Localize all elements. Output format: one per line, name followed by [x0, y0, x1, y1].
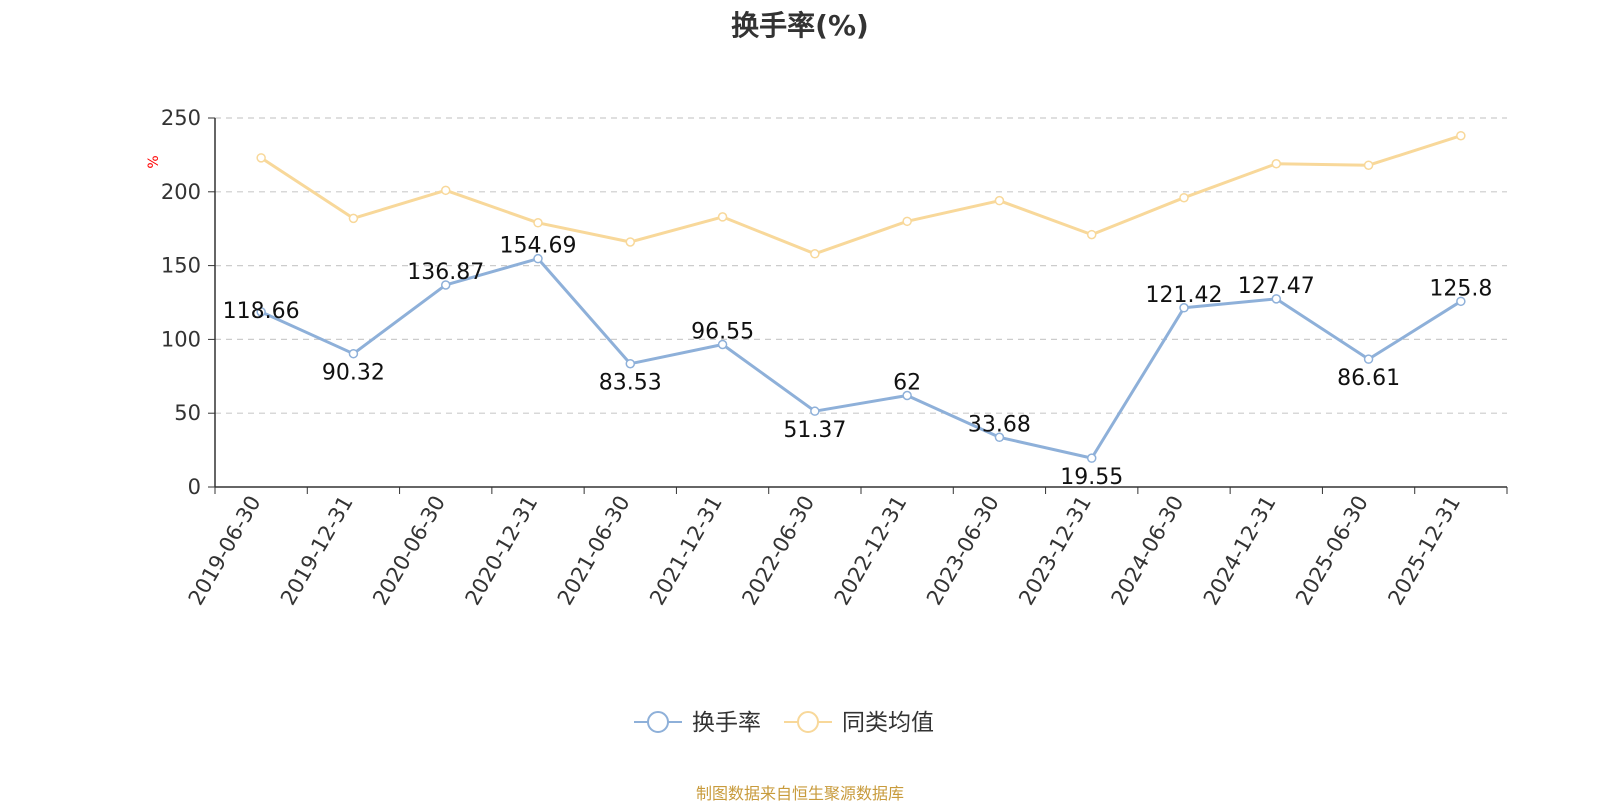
legend-label: 同类均值 [842, 710, 934, 736]
data-label: 86.61 [1337, 366, 1400, 391]
data-point [348, 348, 359, 359]
y-tick-label: 150 [161, 254, 201, 278]
data-point [256, 153, 266, 163]
x-tick-label: 2024-12-31 [1199, 492, 1281, 610]
data-label: 62 [893, 370, 921, 395]
data-point [994, 195, 1005, 206]
x-tick-label: 2021-06-30 [553, 492, 635, 610]
y-tick-label: 250 [161, 106, 201, 130]
data-label: 19.55 [1060, 465, 1123, 490]
data-point [810, 249, 820, 259]
legend-marker [797, 711, 819, 733]
series-line [260, 257, 1462, 460]
data-point [1456, 296, 1466, 307]
legend-marker [647, 711, 669, 733]
data-point [625, 358, 636, 369]
data-point [1179, 192, 1189, 203]
x-tick-label: 2019-12-31 [276, 492, 358, 610]
x-tick-label: 2025-06-30 [1291, 492, 1373, 610]
data-point [1086, 453, 1097, 463]
y-tick-label: 50 [174, 401, 201, 425]
data-label: 125.8 [1429, 276, 1492, 301]
source-note: 制图数据来自恒生聚源数据库 [695, 784, 904, 803]
data-point [902, 216, 912, 227]
data-point [533, 253, 543, 264]
data-point [1271, 159, 1282, 169]
x-tick-label: 2022-06-30 [737, 492, 819, 610]
data-point [810, 406, 820, 416]
data-label: 154.69 [500, 234, 577, 259]
data-point [1363, 354, 1374, 364]
data-point [717, 212, 728, 222]
y-tick-label: 0 [188, 475, 201, 499]
y-tick-label: 200 [161, 180, 201, 204]
chart-title: 换手率(%) [731, 9, 869, 42]
data-point [902, 390, 912, 401]
data-label: 51.37 [783, 418, 846, 443]
data-point [625, 237, 636, 247]
data-point [440, 280, 451, 290]
series-line [260, 134, 1462, 256]
data-label: 33.68 [968, 412, 1031, 437]
data-label: 96.55 [691, 319, 754, 344]
x-tick-label: 2020-12-31 [461, 492, 543, 610]
x-tick-label: 2024-06-30 [1107, 492, 1189, 610]
data-point [256, 307, 266, 317]
data-label: 127.47 [1238, 274, 1315, 299]
legend-label: 换手率 [692, 710, 761, 736]
x-tick-label: 2023-12-31 [1014, 492, 1096, 610]
data-point [440, 185, 451, 196]
data-label: 90.32 [322, 361, 385, 386]
x-tick-label: 2020-06-30 [368, 492, 450, 610]
data-point [1086, 229, 1097, 240]
data-point [348, 213, 359, 224]
x-tick-label: 2019-06-30 [184, 492, 266, 610]
data-point [1179, 303, 1189, 313]
data-point [1456, 130, 1466, 141]
data-point [1271, 294, 1282, 304]
data-point [717, 339, 728, 350]
y-tick-label: 100 [161, 327, 201, 351]
x-tick-label: 2022-12-31 [830, 491, 912, 609]
data-point [994, 432, 1005, 443]
x-tick-label: 2025-12-31 [1383, 492, 1465, 610]
data-label: 83.53 [599, 371, 662, 396]
data-label: 118.66 [223, 299, 300, 324]
x-tick-label: 2021-12-31 [645, 492, 727, 610]
x-tick-label: 2023-06-30 [922, 492, 1004, 610]
data-label: 121.42 [1146, 283, 1223, 308]
data-label: 136.87 [407, 260, 484, 285]
data-point [533, 218, 543, 228]
data-point [1363, 160, 1374, 170]
y-axis-label: % [146, 155, 162, 168]
